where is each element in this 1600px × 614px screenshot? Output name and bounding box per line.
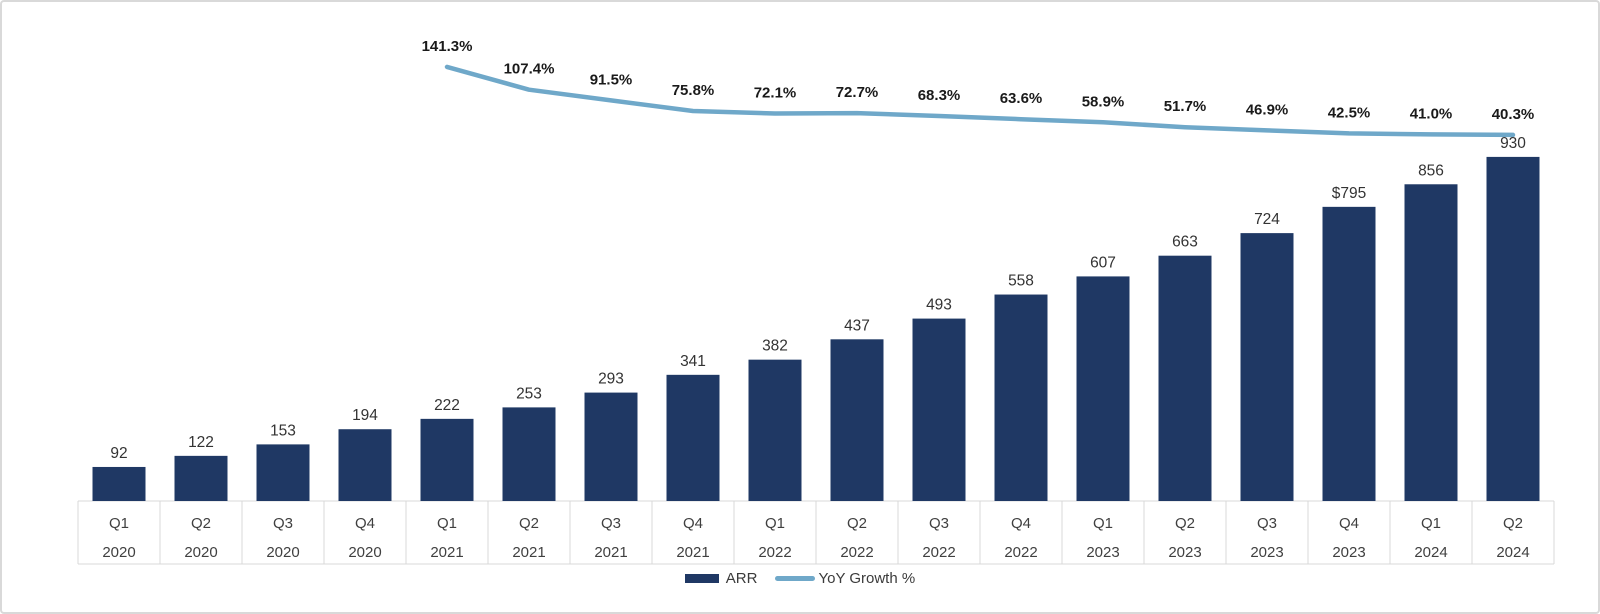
arr-bar-value-label: 122 <box>188 434 214 451</box>
legend-item-yoy-growth: YoY Growth % <box>775 570 915 587</box>
yoy-growth-point-label: 75.8% <box>672 82 715 99</box>
yoy-growth-point-label: 51.7% <box>1164 98 1207 115</box>
legend-item-arr: ARR <box>684 570 758 587</box>
arr-bar-value-label: 222 <box>434 397 460 414</box>
arr-bar <box>1158 255 1212 501</box>
arr-legend-swatch <box>684 574 719 583</box>
x-axis-year-label: 2023 <box>1250 544 1283 561</box>
yoy-growth-point-label: 68.3% <box>918 87 961 104</box>
arr-bar-value-label: 253 <box>516 385 542 402</box>
x-axis-quarter-label: Q1 <box>1093 515 1113 532</box>
x-axis-quarter-label: Q3 <box>1257 515 1277 532</box>
x-axis-year-label: 2022 <box>758 544 791 561</box>
x-axis-year-label: 2024 <box>1496 544 1529 561</box>
x-axis-quarter-label: Q4 <box>1011 515 1031 532</box>
x-axis-year-label: 2021 <box>676 544 709 561</box>
arr-bar-value-label: 493 <box>926 297 952 314</box>
x-axis-quarter-label: Q3 <box>601 515 621 532</box>
arr-bar-value-label: 663 <box>1172 234 1198 251</box>
arr-bar <box>830 339 884 501</box>
x-axis-quarter-label: Q1 <box>437 515 457 532</box>
yoy-growth-point-label: 63.6% <box>1000 90 1043 107</box>
x-axis-quarter-label: Q2 <box>1503 515 1523 532</box>
yoy-growth-point-label: 72.7% <box>836 84 879 101</box>
x-axis-quarter-label: Q2 <box>519 515 539 532</box>
growth-legend-label: YoY Growth % <box>818 570 916 587</box>
arr-legend-label: ARR <box>725 570 758 587</box>
x-axis-year-label: 2021 <box>594 544 627 561</box>
arr-bar <box>1486 156 1540 501</box>
x-axis-year-label: 2024 <box>1414 544 1447 561</box>
yoy-growth-point-label: 91.5% <box>590 71 633 88</box>
arr-bar-value-label: 382 <box>762 338 788 355</box>
arr-bar-value-label: 558 <box>1008 273 1034 290</box>
x-axis-year-label: 2023 <box>1168 544 1201 561</box>
x-axis-year-label: 2022 <box>1004 544 1037 561</box>
x-axis-quarter-label: Q2 <box>1175 515 1195 532</box>
x-axis-year-label: 2023 <box>1332 544 1365 561</box>
arr-bar <box>1322 206 1376 501</box>
chart-legend: ARR YoY Growth % <box>2 570 1598 587</box>
yoy-growth-point-label: 46.9% <box>1246 101 1289 118</box>
x-axis-year-label: 2020 <box>348 544 381 561</box>
arr-bar-value-label: $795 <box>1332 185 1366 202</box>
yoy-growth-point-label: 42.5% <box>1328 104 1371 121</box>
x-axis-year-label: 2023 <box>1086 544 1119 561</box>
yoy-growth-point-label: 40.3% <box>1492 106 1535 123</box>
x-axis-quarter-label: Q1 <box>765 515 785 532</box>
x-axis-quarter-label: Q2 <box>191 515 211 532</box>
x-axis-quarter-label: Q3 <box>929 515 949 532</box>
arr-bar <box>748 359 802 501</box>
arr-bar <box>666 374 720 501</box>
x-axis-year-label: 2021 <box>512 544 545 561</box>
x-axis-year-label: 2020 <box>266 544 299 561</box>
x-axis-year-label: 2022 <box>840 544 873 561</box>
arr-bar-value-label: 153 <box>270 422 296 439</box>
arr-bar <box>174 455 228 501</box>
x-axis-quarter-label: Q4 <box>355 515 375 532</box>
arr-bar <box>1404 184 1458 501</box>
arr-bar-value-label: 607 <box>1090 254 1116 271</box>
yoy-growth-line <box>444 64 1516 138</box>
yoy-growth-point-label: 58.9% <box>1082 93 1125 110</box>
x-axis-year-label: 2022 <box>922 544 955 561</box>
arr-bar-value-label: 437 <box>844 317 870 334</box>
x-axis-quarter-label: Q4 <box>683 515 703 532</box>
x-axis-quarter-label: Q3 <box>273 515 293 532</box>
arr-bar-value-label: 293 <box>598 371 624 388</box>
arr-bar-value-label: 930 <box>1500 135 1526 152</box>
arr-bar <box>92 466 146 501</box>
arr-bar <box>338 429 392 501</box>
x-axis-quarter-label: Q1 <box>109 515 129 532</box>
arr-bar-value-label: 341 <box>680 353 706 370</box>
yoy-growth-point-label: 41.0% <box>1410 105 1453 122</box>
arr-bar <box>502 407 556 501</box>
yoy-growth-point-label: 72.1% <box>754 84 797 101</box>
arr-bar-value-label: 724 <box>1254 211 1280 228</box>
x-axis-year-label: 2021 <box>430 544 463 561</box>
arr-bar <box>994 294 1048 501</box>
arr-bar <box>912 318 966 501</box>
yoy-growth-point-label: 141.3% <box>422 38 473 55</box>
x-axis-year-label: 2020 <box>102 544 135 561</box>
x-axis-quarter-label: Q4 <box>1339 515 1359 532</box>
arr-bar <box>584 392 638 501</box>
arr-bar <box>1240 233 1294 501</box>
arr-bar-value-label: 856 <box>1418 162 1444 179</box>
growth-legend-swatch <box>775 576 816 581</box>
arr-bar-value-label: 92 <box>110 445 127 462</box>
arr-bar <box>1076 276 1130 501</box>
x-axis-year-label: 2020 <box>184 544 217 561</box>
arr-bar <box>420 418 474 501</box>
arr-bar <box>256 444 310 501</box>
arr-bar-value-label: 194 <box>352 407 378 424</box>
x-axis-quarter-label: Q1 <box>1421 515 1441 532</box>
yoy-growth-point-label: 107.4% <box>504 61 555 78</box>
x-axis-quarter-label: Q2 <box>847 515 867 532</box>
